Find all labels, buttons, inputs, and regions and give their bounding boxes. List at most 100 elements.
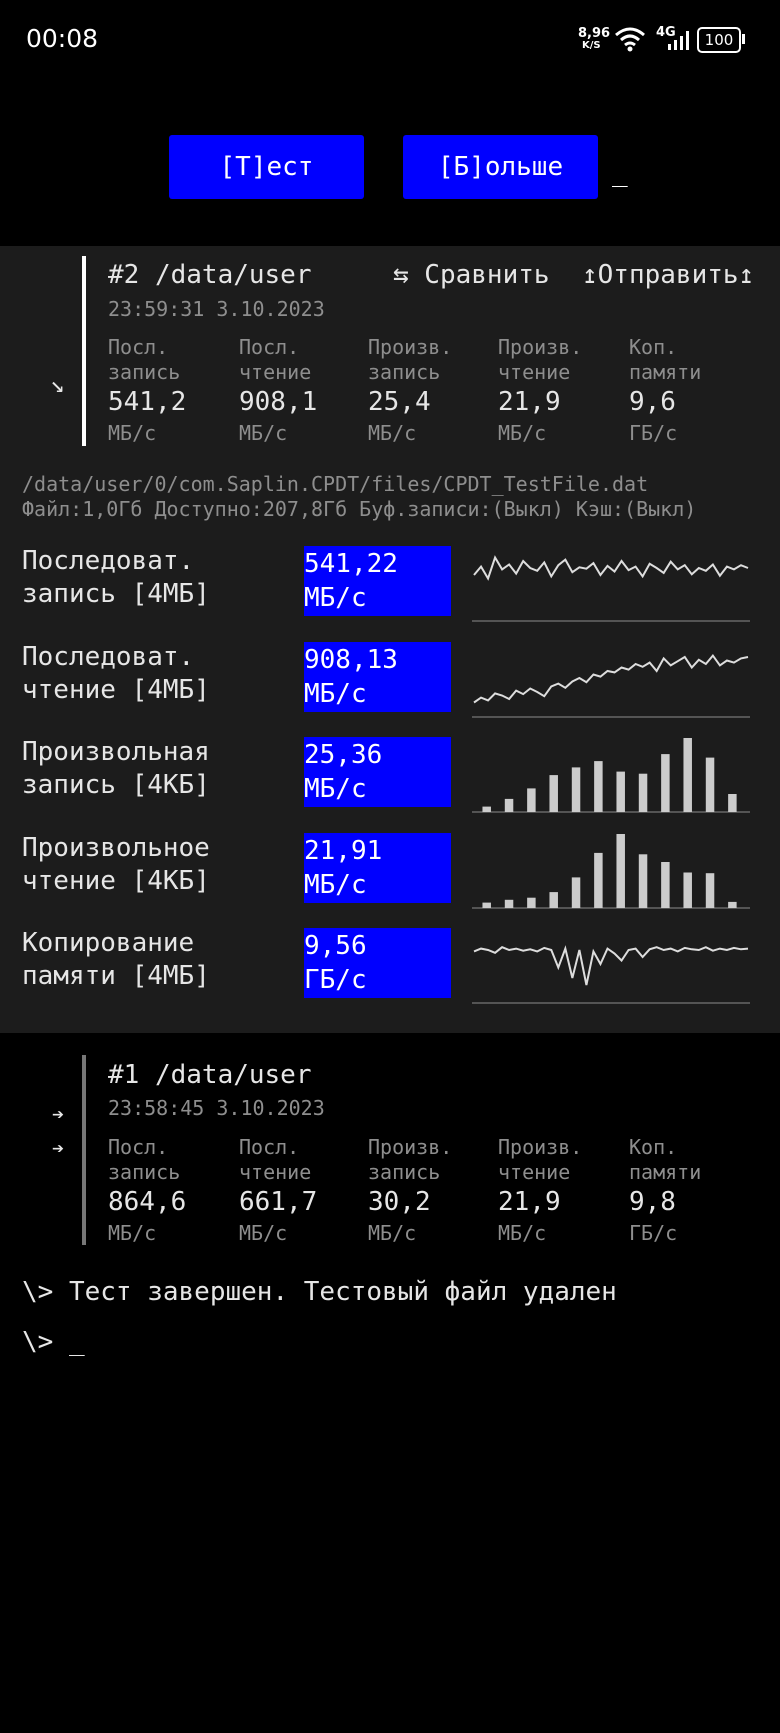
test-label: чтение [4МБ]	[22, 674, 210, 705]
arrow: ➔	[52, 1102, 65, 1126]
result-unit: ГБ/с	[304, 965, 367, 996]
test-result: 21,91 МБ/с	[304, 832, 451, 903]
metric-value: 864,6	[108, 1187, 187, 1217]
chart-bar	[638, 773, 648, 813]
chart-bar	[705, 872, 715, 908]
test-label: Последоват.	[22, 641, 195, 672]
test-result: 9,56 ГБ/с	[304, 928, 451, 999]
metric-label: Посл.	[108, 1135, 169, 1159]
test-chart	[472, 738, 750, 813]
test-label: запись [4КБ]	[22, 770, 210, 801]
result-date: 23:59:31 3.10.2023	[108, 297, 325, 321]
result-value: 9,56	[304, 931, 367, 962]
metric-label: памяти	[629, 1160, 702, 1184]
metric-value: 541,2	[108, 387, 187, 417]
battery-tip	[742, 34, 745, 44]
chart-line	[473, 653, 749, 703]
more-button[interactable]: [Б]ольше	[403, 135, 598, 199]
chart-bar	[683, 872, 692, 908]
metric-label: запись	[108, 1160, 181, 1184]
chart-bar	[504, 799, 514, 813]
metric-unit: МБ/с	[498, 421, 547, 445]
result-bar	[82, 256, 86, 446]
chart-bar	[594, 761, 603, 813]
wifi-icon	[615, 27, 645, 52]
chart-bar	[616, 833, 625, 908]
metric-unit: МБ/с	[498, 1221, 547, 1245]
net-speed: 8,96	[578, 26, 611, 41]
file-stats: Файл:1,0Гб Доступно:207,8Гб Буф.записи:(…	[22, 497, 697, 521]
metric-unit: МБ/с	[368, 421, 417, 445]
battery: 100	[697, 27, 741, 53]
arrow: ↘	[50, 370, 65, 398]
network-type: 4G	[656, 25, 676, 40]
metric-unit: МБ/с	[239, 1221, 288, 1245]
result-value: 541,22	[304, 549, 398, 579]
chart-bar	[638, 854, 648, 908]
status-time: 00:08	[26, 24, 99, 53]
metric-unit: ГБ/с	[629, 421, 678, 445]
metric-label: чтение	[498, 360, 571, 384]
chart-bar	[571, 877, 581, 908]
test-button[interactable]: [Т]ест	[169, 135, 364, 199]
result-value: 908,13	[304, 644, 398, 675]
metric-unit: МБ/с	[239, 421, 288, 445]
chart-line	[473, 945, 749, 986]
test-chart	[472, 945, 750, 1005]
chart-line	[473, 555, 749, 581]
console-line: \> Тест завершен. Тестовый файл удален	[22, 1277, 617, 1307]
test-label: памяти [4МБ]	[22, 961, 210, 992]
chart-bar	[728, 794, 737, 813]
metric-label: Произв.	[498, 1135, 583, 1159]
result-title: #2 /data/user	[108, 260, 312, 290]
test-chart	[472, 653, 750, 718]
result-date: 23:58:45 3.10.2023	[108, 1096, 325, 1120]
file-path: /data/user/0/com.Saplin.CPDT/files/CPDT_…	[22, 472, 649, 496]
test-label: Произвольная	[22, 737, 210, 768]
metric-value: 661,7	[239, 1187, 318, 1217]
result-unit: МБ/с	[304, 583, 367, 613]
metric-label: Коп.	[629, 1135, 678, 1159]
metric-label: запись	[368, 360, 441, 384]
metric-label: запись	[108, 360, 181, 384]
metric-value: 21,9	[498, 1187, 561, 1217]
test-chart	[472, 833, 750, 909]
cursor: _	[612, 158, 628, 188]
test-label: запись [4МБ]	[22, 579, 210, 609]
result-bar	[82, 1055, 86, 1245]
chart-bar	[482, 902, 491, 908]
result-unit: МБ/с	[304, 774, 367, 805]
test-label: Последоват.	[22, 546, 195, 576]
result-unit: МБ/с	[304, 869, 367, 900]
chart-bar	[594, 852, 603, 908]
metric-unit: МБ/с	[368, 1221, 417, 1245]
metric-value: 9,8	[629, 1187, 676, 1217]
chart-bar	[527, 788, 536, 813]
signal-icon	[668, 31, 689, 50]
metric-unit: МБ/с	[108, 421, 157, 445]
net-unit: K/S	[582, 40, 601, 51]
metric-label: Произв.	[368, 335, 453, 359]
chart-bar	[504, 899, 514, 908]
result-value: 21,91	[304, 835, 383, 866]
metric-label: Посл.	[239, 335, 300, 359]
result-unit: МБ/с	[304, 678, 367, 709]
test-label: Произвольное	[22, 832, 210, 863]
metric-label: чтение	[239, 1160, 312, 1184]
metric-unit: МБ/с	[108, 1221, 157, 1245]
metric-value: 9,6	[629, 387, 676, 417]
metric-label: Коп.	[629, 335, 678, 359]
metric-unit: ГБ/с	[629, 1221, 678, 1245]
compare-action[interactable]: ⇆ Сравнить	[393, 260, 550, 290]
metric-label: памяти	[629, 360, 702, 384]
chart-bar	[571, 767, 581, 813]
metric-label: чтение	[239, 360, 312, 384]
metric-value: 21,9	[498, 387, 561, 417]
test-result: 541,22 МБ/с	[304, 546, 451, 616]
test-result: 908,13 МБ/с	[304, 641, 451, 712]
chart-bar	[728, 901, 737, 908]
test-label: Копирование	[22, 928, 195, 959]
send-action[interactable]: ↥Отправить↥	[582, 260, 755, 290]
metric-value: 25,4	[368, 387, 431, 417]
